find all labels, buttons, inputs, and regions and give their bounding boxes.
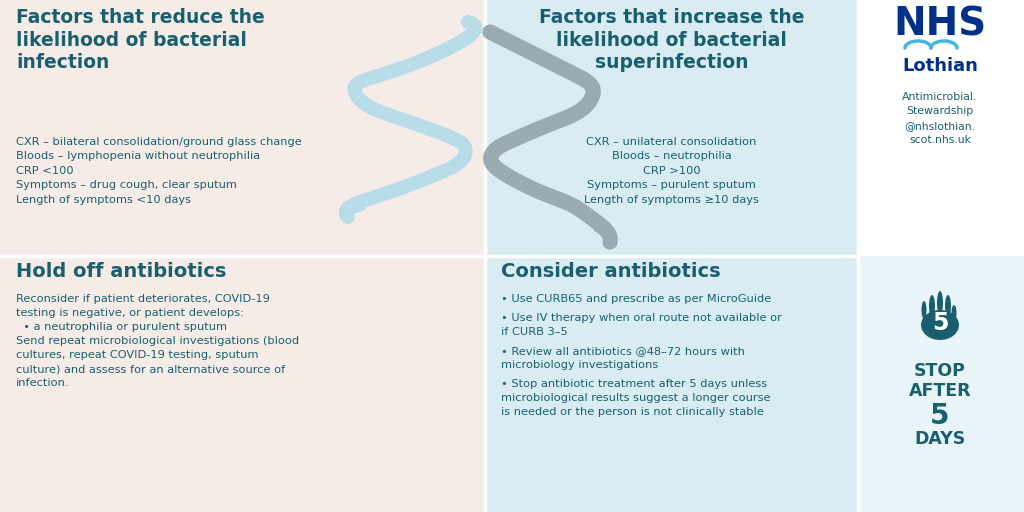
Text: AFTER: AFTER xyxy=(908,382,972,400)
Bar xyxy=(0,256,485,512)
Text: CXR – unilateral consolidation
Bloods – neutrophilia
CRP >100
Symptoms – purulen: CXR – unilateral consolidation Bloods – … xyxy=(584,137,759,205)
Bar xyxy=(485,0,858,256)
Text: Consider antibiotics: Consider antibiotics xyxy=(501,262,721,281)
Text: • Review all antibiotics @48–72 hours with
microbiology investigations: • Review all antibiotics @48–72 hours wi… xyxy=(501,346,744,370)
Bar xyxy=(485,256,858,512)
Ellipse shape xyxy=(937,291,943,315)
Text: DAYS: DAYS xyxy=(914,430,966,448)
Text: STOP: STOP xyxy=(914,362,966,380)
Text: Antimicrobial.
Stewardship
@nhslothian.
scot.nhs.uk: Antimicrobial. Stewardship @nhslothian. … xyxy=(902,92,978,145)
Text: Lothian: Lothian xyxy=(902,57,978,75)
Text: 5: 5 xyxy=(932,311,948,335)
Bar xyxy=(858,256,1024,512)
Ellipse shape xyxy=(951,305,956,321)
Bar xyxy=(858,0,1024,256)
Text: CXR – bilateral consolidation/ground glass change
Bloods – lymphopenia without n: CXR – bilateral consolidation/ground gla… xyxy=(16,137,302,205)
Ellipse shape xyxy=(929,295,935,317)
Text: Hold off antibiotics: Hold off antibiotics xyxy=(16,262,226,281)
Text: 5: 5 xyxy=(930,402,949,430)
Text: • Stop antibiotic treatment after 5 days unless
microbiological results suggest : • Stop antibiotic treatment after 5 days… xyxy=(501,379,770,417)
Ellipse shape xyxy=(922,301,927,319)
Text: NHS: NHS xyxy=(893,5,987,43)
Text: • Use IV therapy when oral route not available or
if CURB 3–5: • Use IV therapy when oral route not ava… xyxy=(501,313,782,337)
Bar xyxy=(0,0,485,256)
Ellipse shape xyxy=(921,310,959,340)
Text: • Use CURB65 and prescribe as per MicroGuide: • Use CURB65 and prescribe as per MicroG… xyxy=(501,294,771,304)
Text: Factors that increase the
likelihood of bacterial
superinfection: Factors that increase the likelihood of … xyxy=(539,8,804,73)
Ellipse shape xyxy=(945,295,951,317)
Text: Factors that reduce the
likelihood of bacterial
infection: Factors that reduce the likelihood of ba… xyxy=(16,8,265,73)
Text: Reconsider if patient deteriorates, COVID-19
testing is negative, or patient dev: Reconsider if patient deteriorates, COVI… xyxy=(16,294,299,388)
